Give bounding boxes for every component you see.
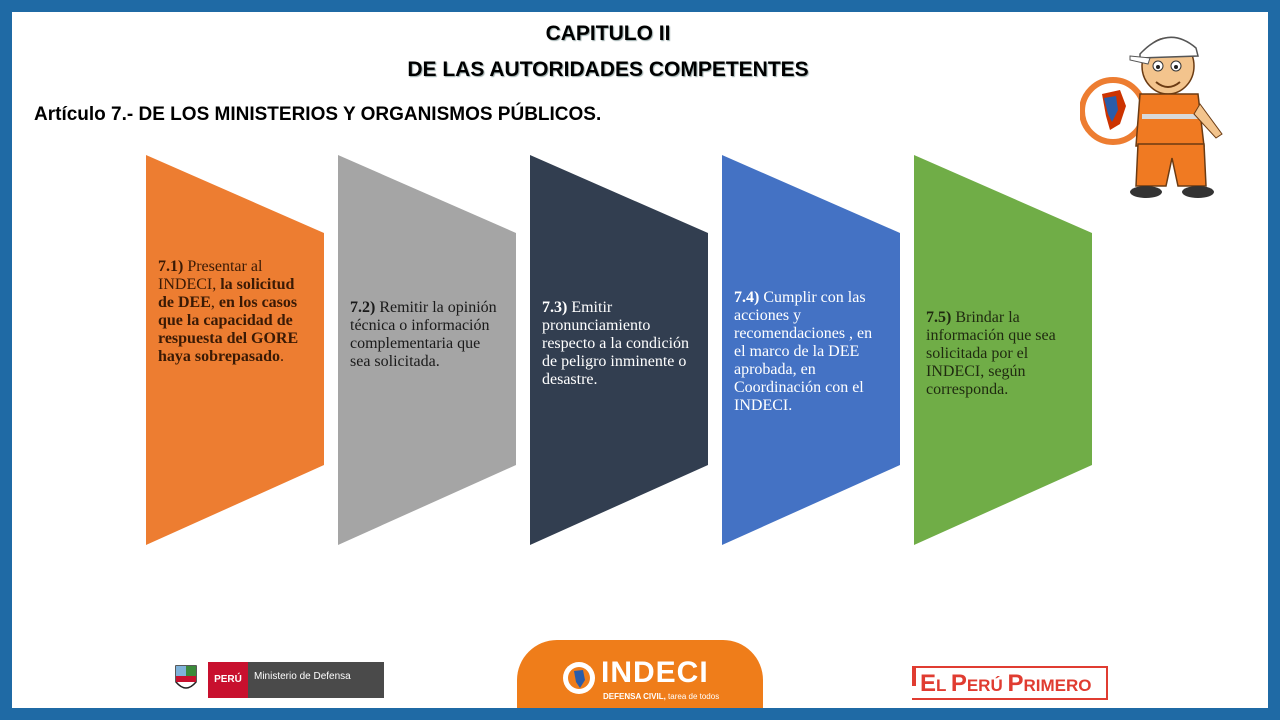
text-part-bold: en los casos que la capacidad de respues… [158,294,299,366]
slogan-frame-accent [912,666,916,686]
slogan-text: EL PERÚ PRIMERO [920,670,1092,697]
chevron-7-2: 7.2) Remitir la opinión técnica o inform… [338,155,518,545]
ministry-label: Ministerio de Defensa [248,662,384,698]
chevron-7-1: 7.1) Presentar al INDECI, la solicitud d… [146,155,326,545]
tagline-bold: DEFENSA CIVIL, [603,692,666,701]
text-part-bold: la solicitud de DEE [158,276,295,312]
indeci-logo: INDECI DEFENSA CIVIL, tarea de todos [517,640,763,708]
chevron-text: 7.1) Presentar al INDECI, la solicitud d… [158,258,308,366]
chapter-title: CAPITULO II [545,22,671,45]
indeci-emblem-icon [563,662,595,694]
chevron-text: 7.4) Cumplir con las acciones y recomend… [734,289,884,416]
peru-label: PERÚ [208,662,248,698]
chevron-7-3: 7.3) Emitir pronunciamiento respecto a l… [530,155,710,545]
item-number: 7.4) [734,289,760,306]
text-part: . [279,348,284,366]
item-number: 7.1) [158,258,184,275]
text-part: Remitir la opinión técnica o información… [350,299,497,371]
slogan-frame [912,666,1108,700]
text-part: Brindar la información que sea solicitad… [926,309,1056,399]
chevron-7-5: 7.5) Brindar la información que sea soli… [914,155,1094,545]
item-number: 7.3) [542,299,568,316]
chevron-text: 7.3) Emitir pronunciamiento respecto a l… [542,299,692,389]
text-part: Emitir pronunciamiento respecto a la con… [542,299,690,389]
chevron-text: 7.2) Remitir la opinión técnica o inform… [350,299,500,371]
chevron-7-4: 7.4) Cumplir con las acciones y recomend… [722,155,902,545]
item-number: 7.5) [926,309,952,326]
coat-of-arms-icon [175,665,197,689]
chevron-text: 7.5) Brindar la información que sea soli… [926,309,1076,399]
article-heading: Artículo 7.- DE LOS MINISTERIOS Y ORGANI… [34,104,602,125]
text-part: , [210,294,219,312]
item-number: 7.2) [350,299,376,316]
tagline-rest: tarea de todos [665,692,720,701]
chevron-shape [914,155,1092,545]
chevron-shape [530,155,708,545]
text-part: Presentar al INDECI, [158,258,263,294]
chevron-shape [146,155,324,545]
indeci-mascot [1079,26,1240,206]
indeci-name: INDECI [601,656,709,689]
mascot-illustration [1079,36,1223,198]
slide: CAPITULO II DE LAS AUTORIDADES COMPETENT… [12,12,1268,708]
chevron-shape [338,155,516,545]
chapter-subtitle: DE LAS AUTORIDADES COMPETENTES [407,58,809,81]
indeci-tagline: DEFENSA CIVIL, tarea de todos [603,692,719,701]
chevron-shape [722,155,900,545]
text-part: Cumplir con las acciones y recomendacion… [734,289,873,415]
